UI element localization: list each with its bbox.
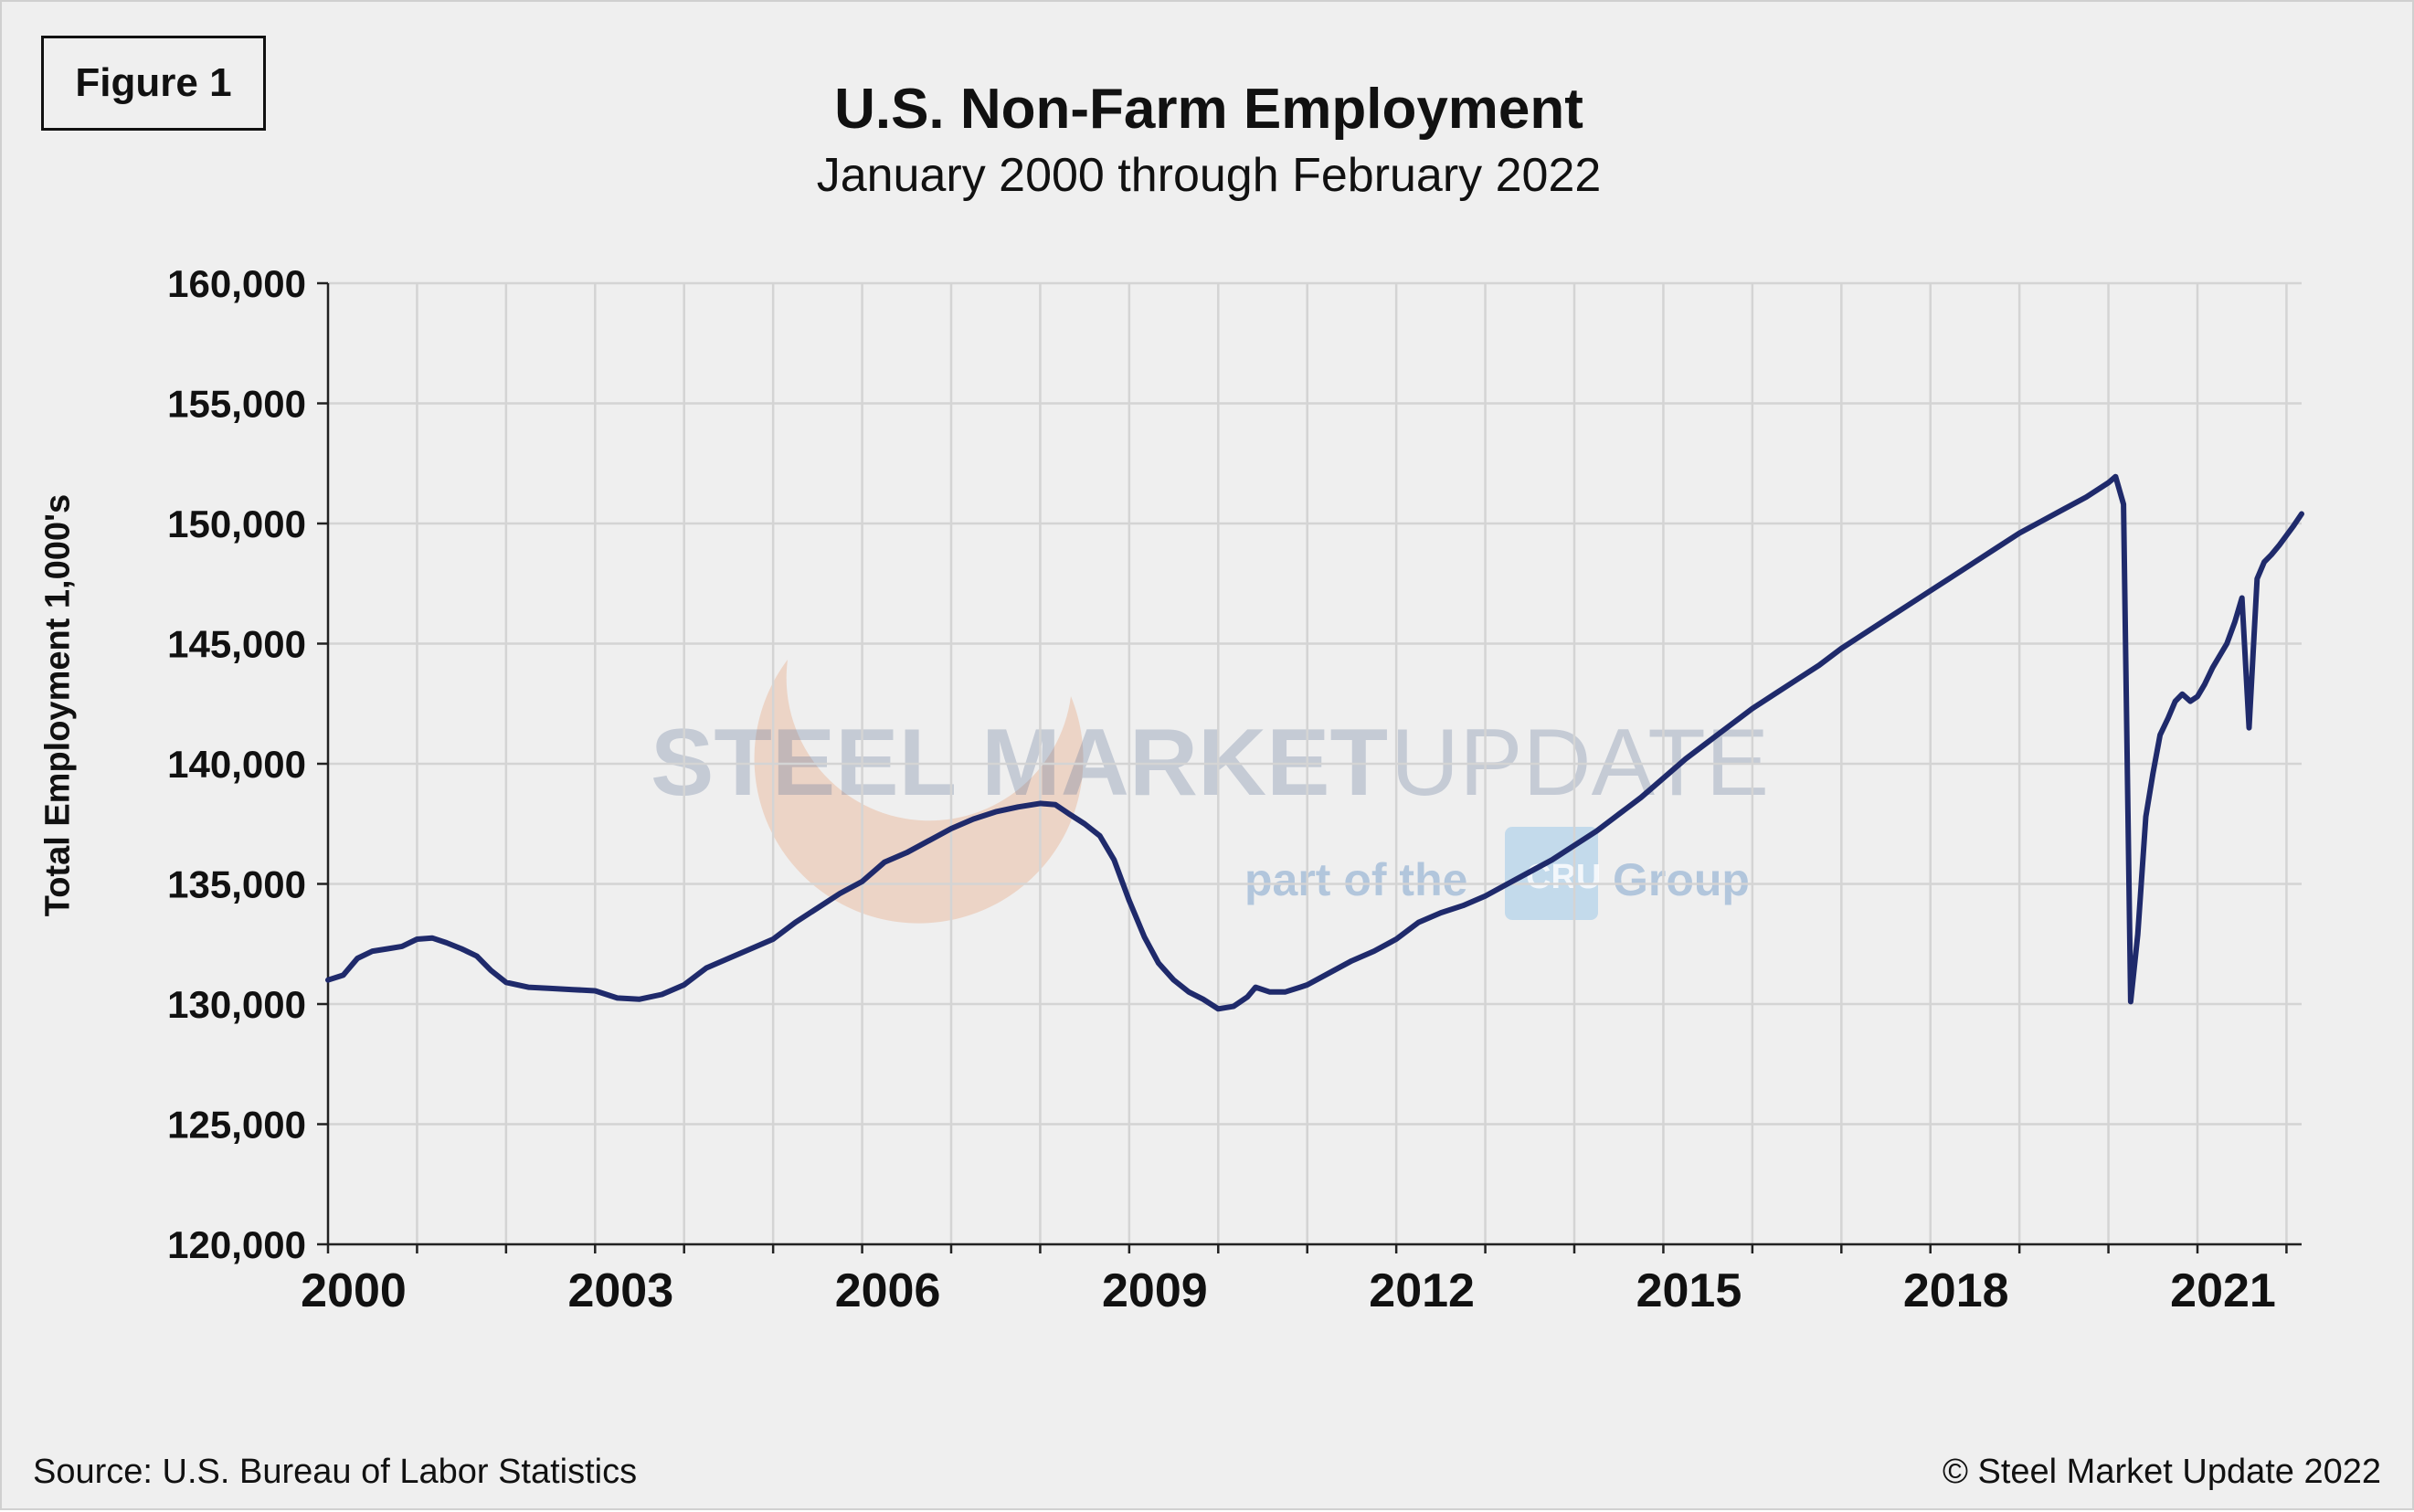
y-tick-labels: 120,000 125,000 130,000 135,000 140,000 145,0… bbox=[167, 262, 306, 1266]
watermark-logo-arc bbox=[754, 660, 1084, 924]
x-tick-labels: 2000 2003 2006 2009 2012 2015 2018 2021 bbox=[301, 1264, 2276, 1317]
y-tick-label: 140,000 bbox=[167, 743, 306, 786]
source-note: Source: U.S. Bureau of Labor Statistics bbox=[33, 1453, 638, 1491]
y-tick-label: 135,000 bbox=[167, 863, 306, 906]
y-tick-label: 130,000 bbox=[167, 983, 306, 1026]
x-tick-label: 2009 bbox=[1102, 1264, 1208, 1317]
y-tick-label: 155,000 bbox=[167, 383, 306, 426]
watermark-cru-text: CRU bbox=[1526, 858, 1601, 896]
x-tick-label: 2006 bbox=[835, 1264, 941, 1317]
axes bbox=[317, 281, 2302, 1253]
watermark-group: Group bbox=[1613, 854, 1750, 905]
figure-label: Figure 1 bbox=[41, 36, 266, 131]
x-tick-label: 2021 bbox=[2170, 1264, 2276, 1317]
x-tick-label: 2003 bbox=[567, 1264, 673, 1317]
x-tick-label: 2015 bbox=[1636, 1264, 1742, 1317]
y-tick-label: 160,000 bbox=[167, 262, 306, 305]
chart-subtitle: January 2000 through February 2022 bbox=[816, 149, 1602, 202]
y-tick-label: 145,000 bbox=[167, 623, 306, 666]
y-tick-label: 125,000 bbox=[167, 1104, 306, 1147]
watermark-part-of: part of the bbox=[1244, 854, 1467, 905]
copyright-note: © Steel Market Update 2022 bbox=[1942, 1453, 2381, 1491]
series-line-total-nonfarm-employment bbox=[325, 473, 2304, 1012]
x-tick-label: 2012 bbox=[1369, 1264, 1475, 1317]
grid bbox=[328, 281, 2302, 1246]
x-tick-label: 2018 bbox=[1903, 1264, 2009, 1317]
y-tick-label: 150,000 bbox=[167, 502, 306, 545]
x-tick-label: 2000 bbox=[301, 1264, 407, 1317]
y-tick-label: 120,000 bbox=[167, 1223, 306, 1266]
chart-title: U.S. Non-Farm Employment bbox=[834, 78, 1583, 141]
